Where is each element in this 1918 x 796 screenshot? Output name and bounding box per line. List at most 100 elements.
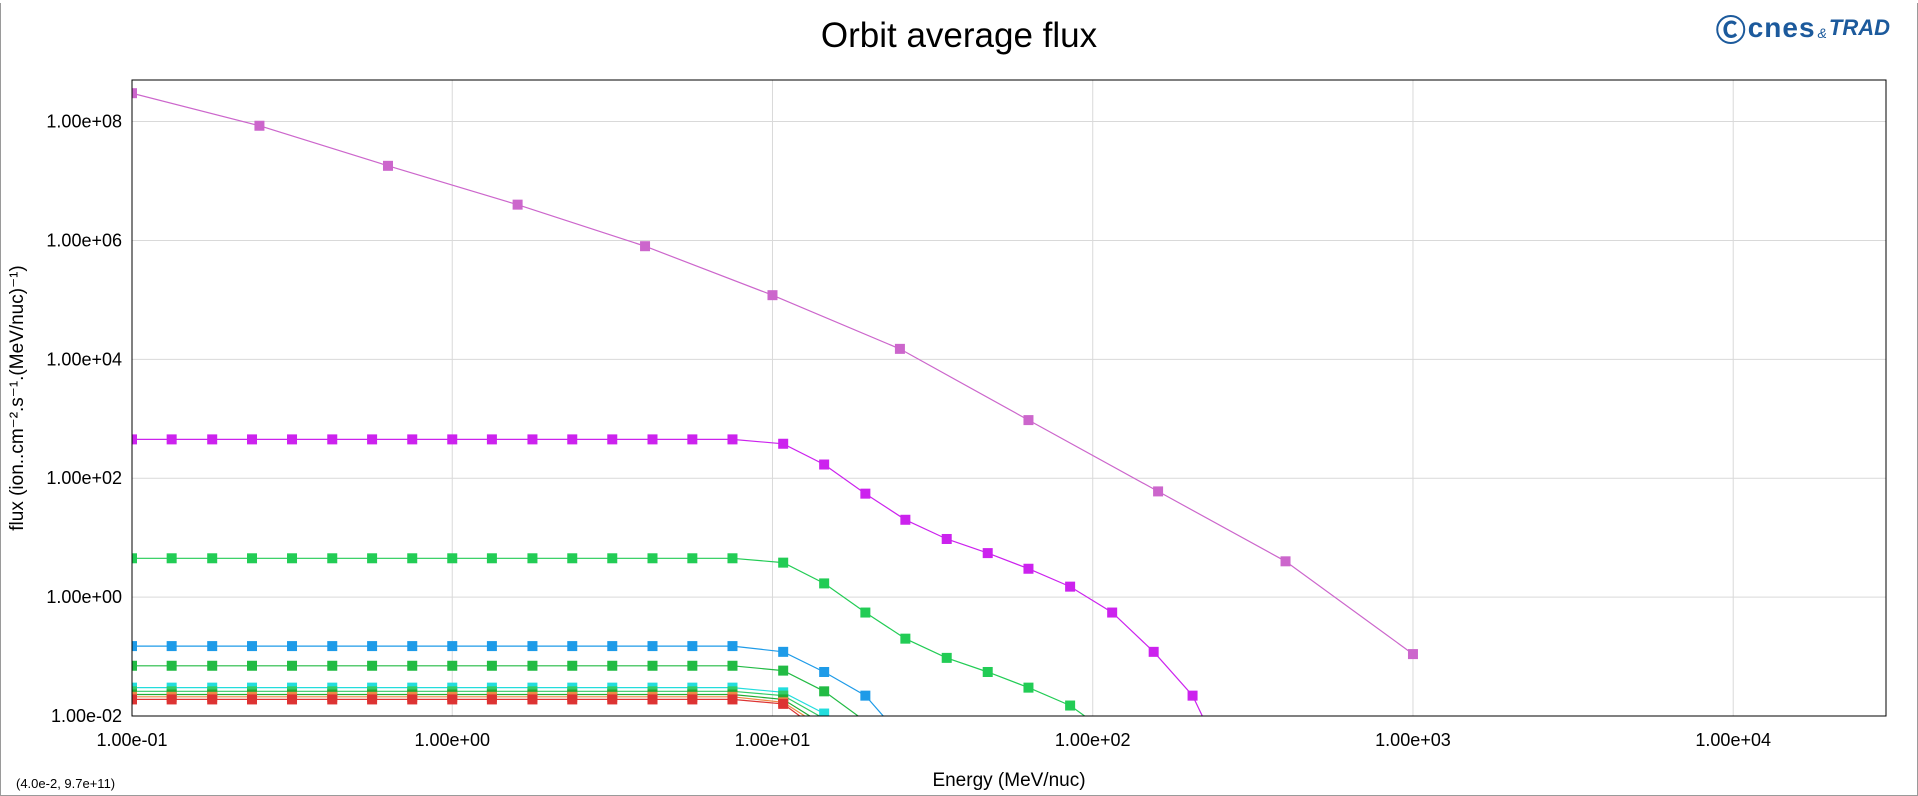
data-point[interactable] [254, 120, 265, 131]
data-point[interactable] [486, 641, 497, 652]
data-point[interactable] [247, 660, 258, 671]
data-point[interactable] [687, 641, 698, 652]
data-point[interactable] [166, 553, 177, 564]
data-point[interactable] [166, 641, 177, 652]
data-point[interactable] [407, 694, 418, 705]
data-point[interactable] [247, 641, 258, 652]
data-point[interactable] [900, 514, 911, 525]
data-point[interactable] [767, 290, 778, 301]
data-point[interactable] [287, 660, 298, 671]
data-point[interactable] [486, 660, 497, 671]
data-point[interactable] [567, 434, 578, 445]
data-point[interactable] [486, 553, 497, 564]
data-point[interactable] [327, 641, 338, 652]
data-point[interactable] [486, 434, 497, 445]
data-point[interactable] [407, 434, 418, 445]
data-point[interactable] [647, 694, 658, 705]
data-point[interactable] [900, 633, 911, 644]
data-point[interactable] [327, 660, 338, 671]
data-point[interactable] [407, 641, 418, 652]
data-point[interactable] [1148, 646, 1159, 657]
data-point[interactable] [894, 343, 905, 354]
data-point[interactable] [447, 694, 458, 705]
data-point[interactable] [287, 434, 298, 445]
data-point[interactable] [727, 694, 738, 705]
data-point[interactable] [127, 88, 137, 99]
data-point[interactable] [367, 694, 378, 705]
data-point[interactable] [127, 694, 137, 705]
data-point[interactable] [207, 694, 218, 705]
data-point[interactable] [447, 660, 458, 671]
data-point[interactable] [407, 660, 418, 671]
data-point[interactable] [247, 694, 258, 705]
data-point[interactable] [607, 660, 618, 671]
data-point[interactable] [207, 434, 218, 445]
data-point[interactable] [687, 660, 698, 671]
data-point[interactable] [166, 660, 177, 671]
data-point[interactable] [860, 690, 871, 701]
data-point[interactable] [647, 660, 658, 671]
data-point[interactable] [647, 434, 658, 445]
data-point[interactable] [727, 553, 738, 564]
data-point[interactable] [778, 665, 789, 676]
data-point[interactable] [1065, 700, 1076, 711]
data-point[interactable] [687, 434, 698, 445]
data-point[interactable] [247, 553, 258, 564]
data-point[interactable] [860, 488, 871, 499]
data-point[interactable] [1407, 649, 1418, 660]
data-point[interactable] [819, 686, 830, 697]
data-point[interactable] [982, 548, 993, 559]
data-point[interactable] [367, 641, 378, 652]
data-point[interactable] [127, 660, 137, 671]
data-point[interactable] [207, 660, 218, 671]
data-point[interactable] [727, 641, 738, 652]
data-point[interactable] [687, 553, 698, 564]
data-point[interactable] [982, 666, 993, 677]
data-point[interactable] [567, 660, 578, 671]
data-point[interactable] [1187, 690, 1198, 701]
data-point[interactable] [567, 641, 578, 652]
data-point[interactable] [687, 694, 698, 705]
data-point[interactable] [819, 708, 830, 719]
data-point[interactable] [407, 553, 418, 564]
data-point[interactable] [447, 434, 458, 445]
data-point[interactable] [382, 160, 393, 171]
data-point[interactable] [287, 694, 298, 705]
data-point[interactable] [447, 641, 458, 652]
data-point[interactable] [727, 660, 738, 671]
data-point[interactable] [166, 694, 177, 705]
data-point[interactable] [127, 641, 137, 652]
data-point[interactable] [607, 553, 618, 564]
data-point[interactable] [778, 698, 789, 709]
data-point[interactable] [287, 641, 298, 652]
data-point[interactable] [778, 557, 789, 568]
data-point[interactable] [1107, 607, 1118, 618]
data-point[interactable] [819, 578, 830, 589]
data-point[interactable] [941, 533, 952, 544]
data-point[interactable] [647, 641, 658, 652]
data-point[interactable] [527, 660, 538, 671]
data-point[interactable] [327, 694, 338, 705]
data-point[interactable] [527, 553, 538, 564]
data-point[interactable] [778, 438, 789, 449]
data-point[interactable] [640, 241, 651, 252]
data-point[interactable] [819, 666, 830, 677]
data-point[interactable] [647, 553, 658, 564]
data-point[interactable] [1023, 682, 1034, 693]
data-point[interactable] [127, 553, 137, 564]
data-point[interactable] [527, 694, 538, 705]
data-point[interactable] [367, 434, 378, 445]
data-point[interactable] [727, 434, 738, 445]
data-point[interactable] [247, 434, 258, 445]
data-point[interactable] [607, 434, 618, 445]
data-point[interactable] [512, 199, 523, 210]
data-point[interactable] [527, 641, 538, 652]
data-point[interactable] [1023, 415, 1034, 426]
data-point[interactable] [327, 434, 338, 445]
data-point[interactable] [1023, 563, 1034, 574]
data-point[interactable] [527, 434, 538, 445]
data-point[interactable] [567, 553, 578, 564]
data-point[interactable] [778, 646, 789, 657]
data-point[interactable] [567, 694, 578, 705]
